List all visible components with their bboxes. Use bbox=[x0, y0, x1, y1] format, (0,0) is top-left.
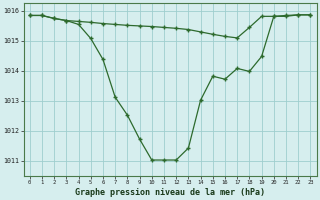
X-axis label: Graphe pression niveau de la mer (hPa): Graphe pression niveau de la mer (hPa) bbox=[75, 188, 265, 197]
